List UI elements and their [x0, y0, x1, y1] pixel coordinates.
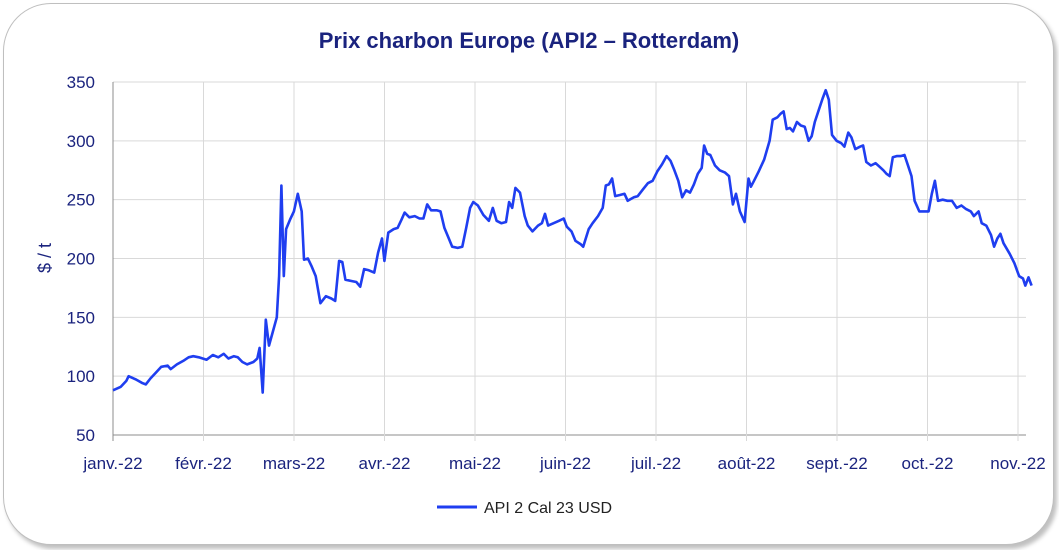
y-tick-label: 150: [67, 308, 95, 327]
chart-title: Prix charbon Europe (API2 – Rotterdam): [319, 28, 740, 53]
x-tick-label: juil.-22: [630, 454, 681, 473]
x-tick-label: juin-22: [539, 454, 591, 473]
x-tick-label: janv.-22: [82, 454, 142, 473]
legend: API 2 Cal 23 USD: [437, 500, 612, 517]
x-tick-label: oct.-22: [902, 454, 954, 473]
y-tick-label: 250: [67, 191, 95, 210]
y-tick-label: 350: [67, 73, 95, 92]
series-line: [112, 88, 1033, 394]
series-group: [112, 88, 1033, 394]
x-tick-labels: janv.-22 févr.-22 mars-22 avr.-22 mai-22 juin…: [82, 454, 1045, 473]
y-tick-labels: 50 100 150 200 250 300 350: [67, 73, 95, 445]
x-tick-label: avr.-22: [359, 454, 411, 473]
y-axis-label: $ / t: [35, 243, 55, 273]
y-tick-label: 100: [67, 367, 95, 386]
x-tick-label: mai-22: [449, 454, 501, 473]
gridlines: [112, 81, 1026, 441]
x-tick-label: sept.-22: [806, 454, 867, 473]
x-tick-label: mars-22: [263, 454, 325, 473]
legend-label: API 2 Cal 23 USD: [484, 500, 612, 517]
y-tick-label: 50: [76, 426, 95, 445]
x-tick-label: nov.-22: [990, 454, 1045, 473]
x-tick-label: févr.-22: [175, 454, 232, 473]
y-tick-label: 300: [67, 132, 95, 151]
chart-frame: [3, 3, 1054, 545]
y-tick-label: 200: [67, 250, 95, 269]
x-tick-label: août-22: [718, 454, 776, 473]
